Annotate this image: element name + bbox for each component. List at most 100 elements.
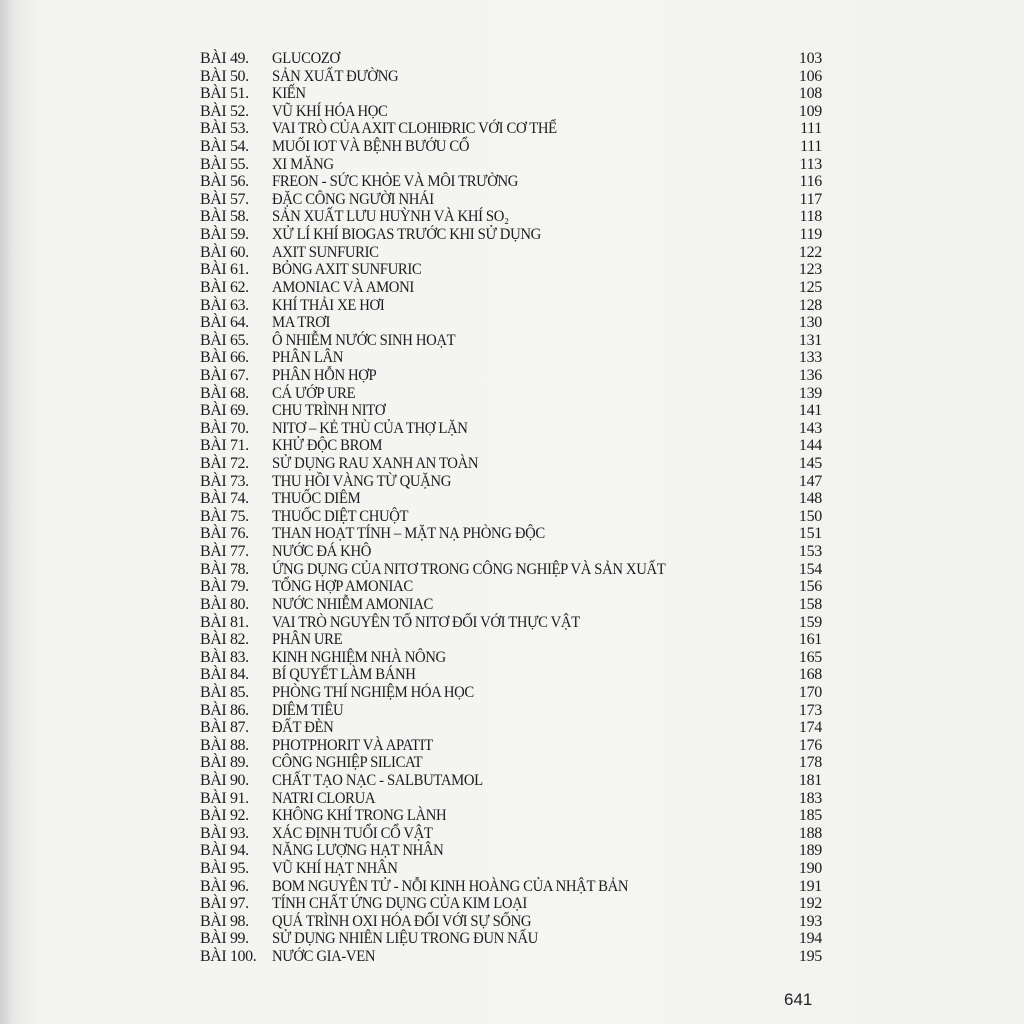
lesson-number: BÀI 90. [200,771,249,789]
lesson-page: 133 [798,349,822,367]
toc-entry: BÀI 58. SẢN XUẤT LƯU HUỲNH VÀ KHÍ SO₂ 118 [200,208,822,226]
lesson-number: BÀI 91. [200,789,249,807]
toc-entry: BÀI 89. CÔNG NGHIỆP SILICAT 178 [200,754,822,772]
lesson-title: CHU TRÌNH NITƠ [272,402,386,420]
toc-entry: BÀI 90. CHẤT TẠO NẠC - SALBUTAMOL 181 [200,772,822,790]
toc-entry: BÀI 80. NƯỚC NHIỄM AMONIAC 158 [200,596,822,614]
lesson-title: VŨ KHÍ HẠT NHÂN [272,860,398,878]
toc-entry: BÀI 97. TÍNH CHẤT ỨNG DỤNG CỦA KIM LOẠI 19… [200,895,822,913]
toc-entry: BÀI 50. SẢN XUẤT ĐƯỜNG 106 [200,68,822,86]
toc-entry: BÀI 76. THAN HOẠT TÍNH – MẶT NẠ PHÒNG ĐỘC… [200,525,822,543]
lesson-number: BÀI 97. [200,895,249,913]
lesson-page: 181 [798,771,822,789]
lesson-title: NATRI CLORUA [272,789,376,807]
toc-entry: BÀI 74. THUỐC DIÊM 148 [200,490,822,508]
lesson-title: VAI TRÒ NGUYÊN TỐ NITƠ ĐỐI VỚI THỰC VẬT [272,613,580,631]
lesson-title: PHÂN LÂN [272,349,344,367]
lesson-page: 125 [798,278,822,296]
toc-entry: BÀI 79. TỔNG HỢP AMONIAC 156 [200,578,822,596]
lesson-number: BÀI 92. [200,807,249,825]
lesson-page: 192 [798,895,822,913]
lesson-number: BÀI 58. [200,208,249,226]
lesson-number: BÀI 86. [200,701,249,719]
lesson-page: 117 [799,190,822,208]
toc-entry: BÀI 87. ĐẤT ĐÈN 174 [200,719,822,737]
lesson-page: 161 [798,631,822,649]
lesson-title: PHÂN URE [272,631,343,649]
lesson-title: DIÊM TIÊU [272,701,344,719]
toc-entry: BÀI 56. FREON - SỨC KHỎE VÀ MÔI TRƯỜNG 116 [200,173,822,191]
lesson-number: BÀI 63. [200,296,249,314]
toc-entry: BÀI 62. AMONIAC VÀ AMONI 125 [200,279,822,297]
lesson-number: BÀI 68. [200,384,249,402]
lesson-page: 153 [798,543,822,561]
lesson-title: MUỐI IOT VÀ BỆNH BƯỚU CỔ [272,138,470,156]
lesson-number: BÀI 88. [200,736,249,754]
lesson-title: XÁC ĐỊNH TUỔI CỔ VẬT [272,824,433,842]
lesson-page: 136 [798,366,822,384]
lesson-title: CHẤT TẠO NẠC - SALBUTAMOL [272,771,483,789]
lesson-number: BÀI 87. [200,719,249,737]
toc-entry: BÀI 67. PHÂN HỖN HỢP 136 [200,367,822,385]
toc-entry: BÀI 54. MUỐI IOT VÀ BỆNH BƯỚU CỔ 111 [200,138,822,156]
toc-entry: BÀI 94. NĂNG LƯỢNG HẠT NHÂN 189 [200,842,822,860]
lesson-title: GLUCOZƠ [272,50,340,67]
lesson-number: BÀI 54. [200,138,249,156]
toc-entry: BÀI 88. PHOTPHORIT VÀ APATIT 176 [200,737,822,755]
lesson-number: BÀI 52. [200,102,249,120]
lesson-number: BÀI 93. [200,824,249,842]
toc-entry: BÀI 77. NƯỚC ĐÁ KHÔ 153 [200,543,822,561]
toc-entry: BÀI 95. VŨ KHÍ HẠT NHÂN 190 [200,860,822,878]
lesson-number: BÀI 77. [200,543,249,561]
lesson-page: 194 [798,930,822,948]
lesson-title: CÁ ƯỚP URE [272,384,356,402]
lesson-page: 113 [799,155,822,173]
lesson-number: BÀI 76. [200,525,249,543]
lesson-title: SẢN XUẤT ĐƯỜNG [272,67,399,85]
lesson-title: PHOTPHORIT VÀ APATIT [272,736,433,754]
toc-entry: BÀI 73. THU HỒI VÀNG TỪ QUẶNG 147 [200,473,822,491]
toc-entry: BÀI 96. BOM NGUYÊN TỬ - NỖI KINH HOÀNG CỦ… [200,878,822,896]
lesson-page: 111 [800,138,822,156]
lesson-number: BÀI 57. [200,190,249,208]
lesson-title: BÍ QUYẾT LÀM BÁNH [272,666,416,684]
lesson-page: 111 [800,120,822,138]
lesson-page: 119 [799,226,822,244]
lesson-page: 190 [798,860,822,878]
lesson-number: BÀI 73. [200,472,249,490]
lesson-title: KHÍ THẢI XE HƠI [272,296,385,314]
lesson-title: SẢN XUẤT LƯU HUỲNH VÀ KHÍ SO₂ [272,208,509,226]
lesson-title: NĂNG LƯỢNG HẠT NHÂN [272,842,444,860]
lesson-page: 170 [798,683,822,701]
lesson-title: THUỐC DIÊM [272,490,361,508]
lesson-number: BÀI 79. [200,578,249,596]
lesson-title: THAN HOẠT TÍNH – MẶT NẠ PHÒNG ĐỘC [272,525,545,543]
lesson-title: BỎNG AXIT SUNFURIC [272,261,422,279]
lesson-page: 130 [798,314,822,332]
lesson-number: BÀI 62. [200,278,249,296]
lesson-number: BÀI 61. [200,261,249,279]
lesson-page: 118 [799,208,822,226]
toc-entry: BÀI 66. PHÂN LÂN 133 [200,349,822,367]
lesson-number: BÀI 69. [200,402,249,420]
lesson-title: KINH NGHIỆM NHÀ NÔNG [272,648,446,666]
lesson-title: XỬ LÍ KHÍ BIOGAS TRƯỚC KHI SỬ DỤNG [272,226,541,244]
toc-entry: BÀI 69. CHU TRÌNH NITƠ 141 [200,402,822,420]
lesson-page: 156 [798,578,822,596]
toc-entry: BÀI 75. THUỐC DIỆT CHUỘT 150 [200,508,822,526]
toc-entry: BÀI 71. KHỬ ĐỘC BROM 144 [200,437,822,455]
table-of-contents: BÀI 49. GLUCOZƠ 103 BÀI 50. SẢN XUẤT ĐƯỜNG 10… [200,50,822,966]
lesson-page: 185 [798,807,822,825]
toc-entry: BÀI 86. DIÊM TIÊU 173 [200,702,822,720]
lesson-title: Ô NHIỄM NƯỚC SINH HOẠT [272,331,456,349]
lesson-number: BÀI 94. [200,842,249,860]
lesson-page: 116 [799,173,822,191]
toc-entry: BÀI 57. ĐẶC CÔNG NGƯỜI NHÁI 117 [200,191,822,209]
lesson-number: BÀI 78. [200,560,249,578]
lesson-page: 147 [798,472,822,490]
lesson-number: BÀI 89. [200,754,249,772]
page-number: 641 [784,990,813,1009]
toc-entry: BÀI 92. KHÔNG KHÍ TRONG LÀNH 185 [200,807,822,825]
lesson-page: 145 [798,455,822,473]
